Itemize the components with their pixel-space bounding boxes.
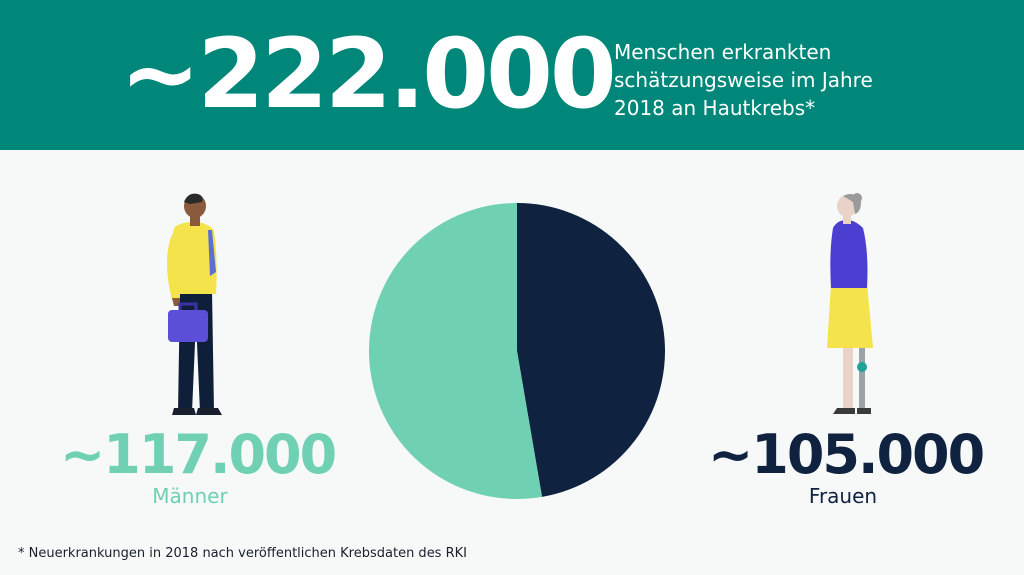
subtitle-line-1: Menschen erkrankten — [614, 40, 832, 64]
men-label: Männer — [152, 484, 228, 509]
man-illustration — [167, 193, 222, 415]
women-label: Frauen — [808, 484, 878, 509]
gender-pie-chart — [369, 203, 666, 499]
subtitle-line-2: schätzungsweise im Jahre — [614, 68, 873, 92]
footnote: * Neuerkrankungen in 2018 nach veröffent… — [18, 546, 467, 561]
header-banner: ~222.000 Menschen erkrankten schätzungsw… — [0, 0, 1024, 150]
woman-illustration — [827, 193, 873, 414]
header-subtitle: Menschen erkrankten schätzungsweise im J… — [614, 38, 944, 122]
women-stat: ~105.000 Frauen — [708, 423, 985, 509]
total-cases-number: ~222.000 — [120, 18, 617, 130]
pie-slice-frauen — [517, 203, 666, 497]
men-stat: ~117.000 Männer — [60, 423, 337, 509]
pie-slice-m-nner — [369, 203, 543, 499]
subtitle-line-3: 2018 an Hautkrebs* — [614, 96, 816, 120]
men-value: ~117.000 — [60, 423, 337, 486]
women-value: ~105.000 — [708, 423, 985, 486]
